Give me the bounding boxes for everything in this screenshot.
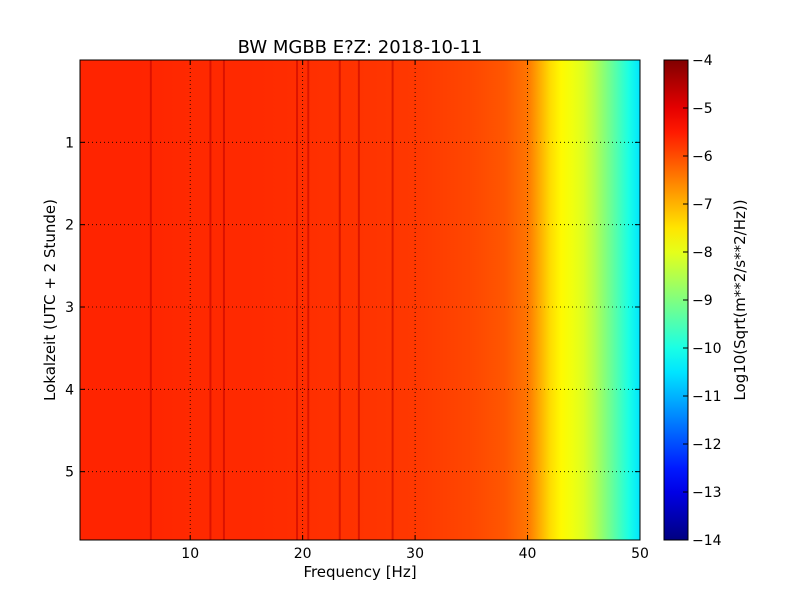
y-tick-label: 1 (65, 135, 74, 151)
x-axis-label: Frequency [Hz] (303, 563, 416, 581)
x-axis-ticks: 10 20 30 40 50 (181, 60, 649, 562)
plot-frame (79, 59, 641, 541)
colorbar-tick-label: −9 (692, 293, 713, 309)
colorbar-tick-label: −13 (692, 485, 722, 501)
narrowband-lines (149, 60, 394, 540)
colorbar-tick-label: −7 (692, 197, 713, 213)
x-tick-label: 20 (294, 546, 312, 562)
colorbar: −4 −5 −6 −7 −8 −9 −10 −11 −12 −13 −14 (663, 53, 722, 549)
colorbar-label: Log10(Sqrt(m**2/s**2/Hz)) (731, 199, 749, 400)
y-axis-ticks: 1 2 3 4 5 (65, 135, 640, 481)
spectrogram-image (80, 60, 640, 540)
y-tick-label: 2 (65, 218, 74, 234)
x-tick-label: 10 (181, 546, 199, 562)
y-tick-label: 5 (65, 465, 74, 481)
colorbar-tick-label: −11 (692, 389, 722, 405)
chart-title: BW MGBB E?Z: 2018-10-11 (238, 37, 483, 58)
colorbar-tick-label: −10 (692, 341, 722, 357)
colorbar-tick-label: −14 (692, 533, 722, 549)
x-tick-label: 30 (406, 546, 424, 562)
y-tick-label: 4 (65, 382, 74, 398)
colorbar-tick-label: −5 (692, 101, 713, 117)
y-axis-label: Lokalzeit (UTC + 2 Stunde) (41, 199, 59, 401)
x-tick-label: 40 (519, 546, 537, 562)
plot-area: 10 20 30 40 50 1 2 3 4 5 (65, 59, 649, 562)
colorbar-tick-label: −6 (692, 149, 713, 165)
colorbar-tick-label: −4 (692, 53, 713, 69)
colorbar-tick-label: −8 (692, 245, 713, 261)
colorbar-ticks: −4 −5 −6 −7 −8 −9 −10 −11 −12 −13 −14 (683, 53, 722, 549)
colorbar-tick-label: −12 (692, 437, 722, 453)
x-tick-label: 50 (631, 546, 649, 562)
y-tick-label: 3 (65, 300, 74, 316)
